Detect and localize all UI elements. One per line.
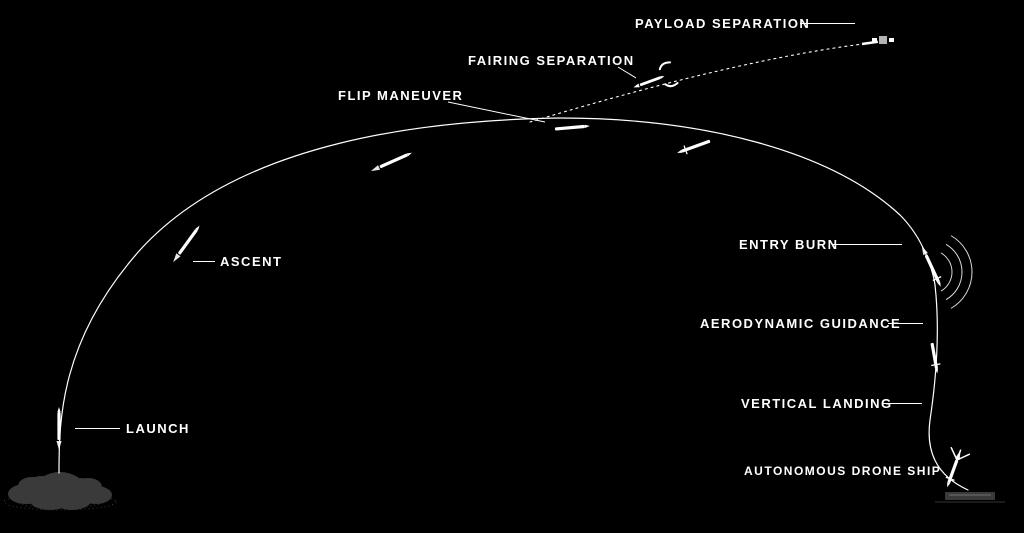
rocket-ascent-2 [171,224,202,263]
entry-arc [941,253,952,291]
drone-ship [935,492,1005,502]
label-fairing: FAIRING SEPARATION [468,53,635,68]
leader-aero [888,323,923,324]
launch-cloud [4,472,116,510]
rocket-ascent-3 [370,150,413,173]
leader-payload [800,23,855,24]
leader-ascent [193,261,215,262]
ascent_path [59,118,935,473]
leader-fairing [618,67,636,78]
leader-launch [75,428,120,429]
label-ascent: ASCENT [220,254,282,269]
label-launch: LAUNCH [126,421,190,436]
trajectory-diagram: LAUNCH ASCENT FLIP MANEUVER FAIRING SEPARAT… [0,0,1024,533]
fairing-separation-glyph [629,61,678,98]
descent_path [929,285,968,490]
label-ship: AUTONOMOUS DRONE SHIP [744,464,941,478]
entry-arc [946,244,962,299]
rocket-entry [918,244,945,289]
leader-flip [448,102,545,122]
leader-vertical [882,403,922,404]
diagram-svg [0,0,1024,533]
rocket-apex [555,124,590,130]
rocket-landing [938,446,970,490]
label-flip: FLIP MANEUVER [338,88,463,103]
leader-entry [832,244,902,245]
label-entry: ENTRY BURN [739,237,839,252]
rocket-aero [927,342,941,374]
rocket-flip [676,137,712,158]
label-payload: PAYLOAD SEPARATION [635,16,810,31]
label-vertical: VERTICAL LANDING [741,396,893,411]
label-aero: AERODYNAMIC GUIDANCE [700,316,901,331]
